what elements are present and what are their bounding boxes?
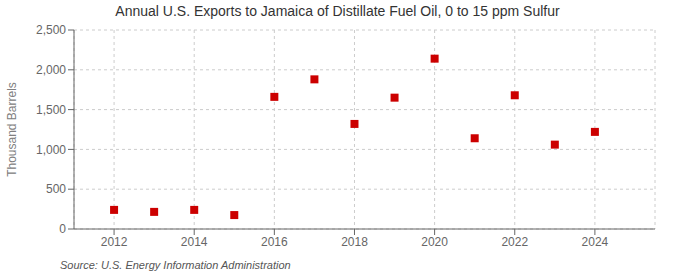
svg-text:2022: 2022: [501, 235, 528, 249]
svg-text:500: 500: [46, 182, 66, 196]
svg-text:0: 0: [59, 222, 66, 236]
html-text:Annual U.S. Exports to Jamaica: Annual U.S. Exports to Jamaica of Distil…: [115, 3, 560, 19]
svg-text:2012: 2012: [101, 235, 128, 249]
svg-text:2018: 2018: [341, 235, 368, 249]
svg-text:2014: 2014: [181, 235, 208, 249]
svg-text:2,500: 2,500: [36, 23, 66, 37]
svg-text:2,000: 2,000: [36, 63, 66, 77]
svg-text:2020: 2020: [421, 235, 448, 249]
html-text:Source: U.S. Energy Informatio: Source: U.S. Energy Information Administ…: [60, 259, 291, 271]
svg-text:Thousand Barrels: Thousand Barrels: [8, 82, 19, 177]
svg-text:1,000: 1,000: [36, 143, 66, 157]
svg-text:2024: 2024: [582, 235, 609, 249]
svg-text:1,500: 1,500: [36, 103, 66, 117]
svg-text:2016: 2016: [261, 235, 288, 249]
